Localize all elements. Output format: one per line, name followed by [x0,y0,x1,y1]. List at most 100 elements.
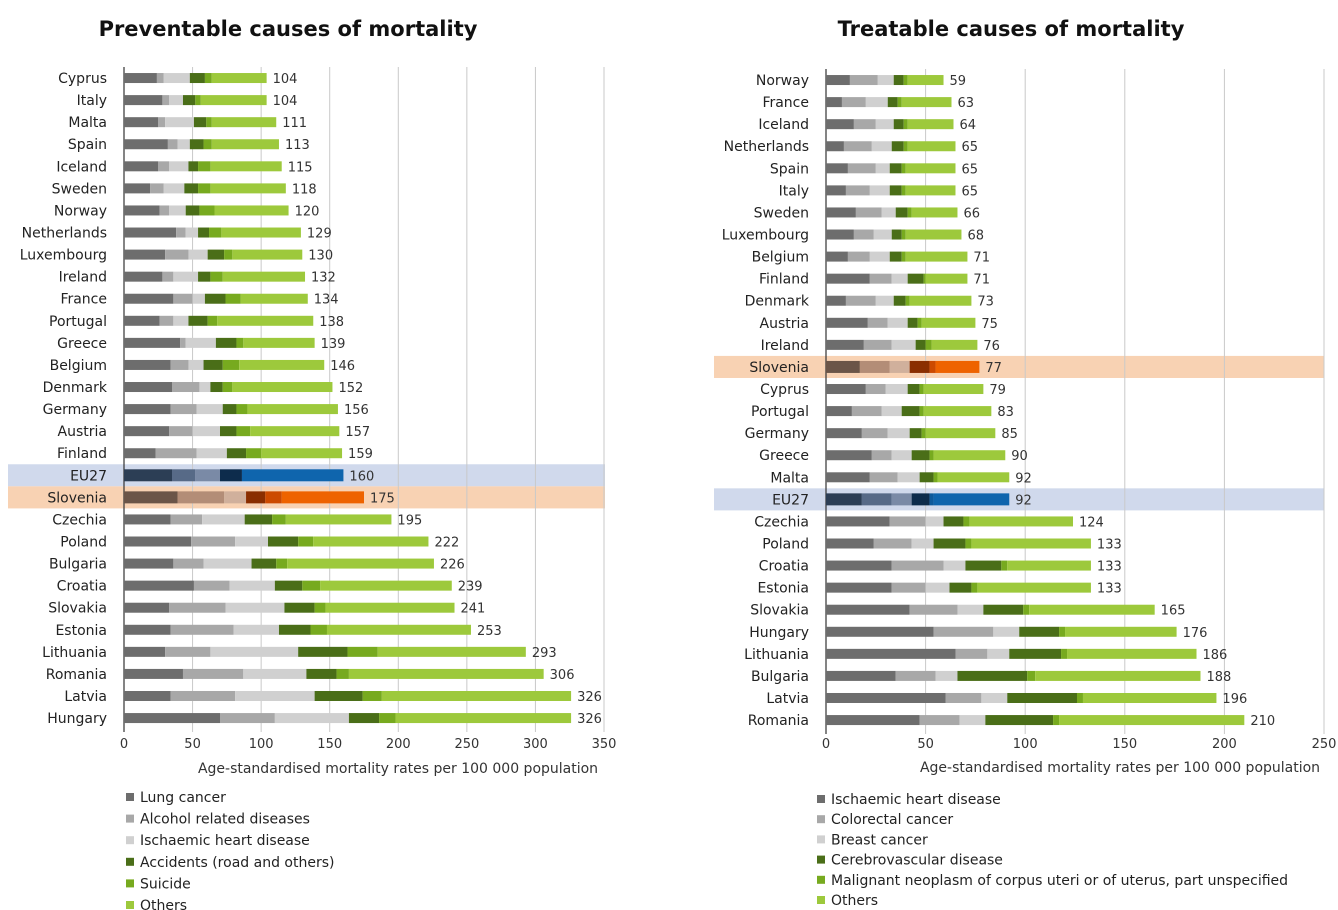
treatable-bar-segment [895,670,936,681]
preventable-bar-segment [211,73,267,84]
treatable-tick-label: 150 [1112,737,1137,752]
treatable-category-label: Estonia [757,581,809,597]
preventable-category-label: Estonia [55,623,107,639]
treatable-chart: Treatable causes of mortality 0 50 100 150 20… [714,17,1336,909]
preventable-category-label: Latvia [64,689,107,705]
preventable-bar-segment [325,602,455,613]
treatable-x-axis-label: Age-standardised mortality rates per 100… [920,760,1320,776]
treatable-bar-segment [851,406,882,417]
preventable-bar-segment [198,271,211,282]
preventable-bar-segment [240,293,308,304]
treatable-bar-segment [891,273,908,284]
preventable-bar-segment [124,95,163,106]
treatable-bar-segment [847,251,870,262]
treatable-category-label: Belgium [752,250,809,266]
treatable-category-label: Malta [770,470,809,486]
treatable-bar-segment [826,450,872,461]
treatable-bar-segment [867,317,888,328]
treatable-category-label: EU27 [772,492,809,508]
preventable-bar-segment [222,271,306,282]
treatable-bar-segment [983,604,1024,615]
preventable-bar-segment [202,514,245,525]
treatable-bar-segment [849,75,878,86]
preventable-bar-segment [177,491,225,504]
preventable-bar-segment [395,713,572,724]
treatable-bar-segment [871,450,892,461]
preventable-bar-segment [285,514,392,525]
preventable-bar-segment [124,183,151,194]
preventable-legend-swatch [126,901,134,909]
treatable-category-label: Norway [756,73,809,89]
treatable-category-label: Luxembourg [722,228,809,244]
preventable-bar-segment [207,249,225,260]
treatable-bar-segment [826,119,854,130]
treatable-bar-segment [955,648,988,659]
treatable-category-label: Austria [760,316,809,332]
preventable-bar-segment [195,95,201,106]
preventable-bar-segment [314,690,363,701]
treatable-value-label: 66 [963,206,980,221]
treatable-bar-segment [917,317,922,328]
treatable-bar-segment [919,406,924,417]
treatable-value-label: 133 [1097,538,1122,553]
treatable-bar-segment [935,360,980,373]
preventable-bar-segment [124,491,178,504]
treatable-bar-segment [826,97,842,108]
treatable-bar-segment [943,516,964,527]
preventable-legend-label: Ischaemic heart disease [140,833,310,849]
treatable-category-label: Portugal [751,404,809,420]
preventable-category-label: Hungary [47,711,107,727]
preventable-bar-segment [214,205,289,216]
treatable-legend-swatch [817,815,825,824]
treatable-bar-segment [909,295,972,306]
preventable-bar-segment [274,580,303,591]
treatable-bar-segment [826,229,854,240]
preventable-bar-segment [200,95,267,106]
treatable-legend-label: Cerebrovascular disease [831,853,1003,869]
preventable-bar-segment [173,271,199,282]
treatable-bar-segment [1059,715,1245,726]
treatable-bar-segment [891,229,902,240]
preventable-bar-segment [235,536,268,547]
preventable-bar-segment [298,536,314,547]
preventable-bar-segment [182,95,196,106]
treatable-bar-segment [921,428,926,439]
treatable-value-label: 71 [973,273,990,288]
preventable-bar-segment [124,139,168,150]
preventable-bar-segment [173,558,204,569]
preventable-bar-segment [185,227,199,238]
treatable-bar-segment [869,273,892,284]
preventable-bar-segment [165,249,189,260]
preventable-bar-segment [172,469,196,482]
treatable-bar-segment [855,207,882,218]
preventable-value-label: 120 [295,204,320,219]
preventable-bar-segment [169,426,193,437]
treatable-bar-segment [869,251,890,262]
preventable-bar-segment [314,602,326,613]
treatable-bar-segment [826,582,892,593]
preventable-bar-segment [222,359,240,370]
preventable-bar-segment [193,117,207,128]
treatable-bar-segment [889,185,902,196]
preventable-bar-segment [239,359,325,370]
preventable-bar-segment [348,668,544,679]
preventable-bar-segment [246,448,262,459]
treatable-bar-segment [887,317,908,328]
treatable-category-label: Germany [745,426,809,442]
preventable-bar-segment [155,448,197,459]
treatable-category-label: Italy [779,183,809,199]
preventable-bar-segment [244,514,273,525]
preventable-bar-segment [124,536,192,547]
treatable-bar-segment [911,538,934,549]
preventable-bar-segment [261,448,343,459]
preventable-bar-segment [241,469,344,482]
treatable-category-label: France [762,95,809,111]
preventable-bar-segment [162,271,174,282]
treatable-bar-segment [869,472,898,483]
treatable-bar-segment [901,163,906,174]
preventable-bar-segment [362,690,382,701]
preventable-category-label: Croatia [57,579,107,595]
preventable-bar-segment [124,404,171,415]
preventable-bar-segment [198,183,211,194]
